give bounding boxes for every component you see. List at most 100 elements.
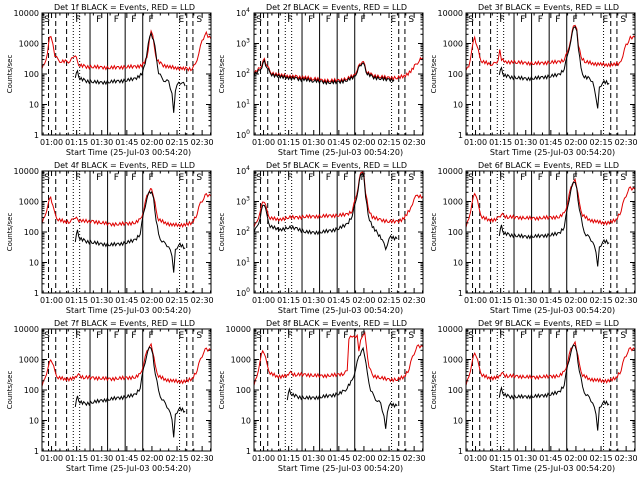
- series-events: [74, 31, 186, 113]
- x-tick-label: 02:00: [140, 138, 163, 147]
- y-tick-label: 100: [236, 386, 251, 395]
- plot-frame: [41, 328, 212, 452]
- segment-marker: S: [468, 173, 474, 183]
- x-tick-label: 01:00: [40, 296, 63, 305]
- y-axis-label: Counts/sec: [6, 55, 14, 94]
- segment-marker: F: [520, 331, 525, 341]
- y-tick-label: 1: [34, 447, 39, 456]
- segment-marker: F: [499, 15, 504, 25]
- x-tick-label: 02:00: [352, 138, 375, 147]
- y-tick-label: 100: [236, 129, 250, 140]
- x-tick-label: 02:30: [403, 296, 426, 305]
- x-tick-label: 01:15: [489, 138, 512, 147]
- x-tick-label: 02:30: [191, 296, 214, 305]
- x-tick-label: 01:00: [464, 454, 487, 463]
- x-tick-label: 01:30: [302, 454, 325, 463]
- series-lld: [466, 340, 635, 386]
- segment-marker: E: [391, 15, 397, 25]
- x-tick-label: 02:15: [166, 296, 189, 305]
- segment-marker: S: [196, 173, 202, 183]
- x-tick-label: 01:45: [539, 296, 562, 305]
- segment-marker: F: [326, 15, 331, 25]
- segment-marker: F: [573, 173, 578, 183]
- segment-marker: F: [555, 173, 560, 183]
- x-tick-label: 01:15: [65, 454, 88, 463]
- segment-marker: F: [308, 331, 313, 341]
- segment-marker: F: [114, 331, 119, 341]
- x-tick-label: 01:00: [252, 296, 275, 305]
- x-tick-label: 02:00: [140, 454, 163, 463]
- series-events: [498, 25, 610, 109]
- segment-marker: F: [538, 15, 543, 25]
- x-tick-label: 01:00: [40, 454, 63, 463]
- segment-marker: F: [343, 15, 348, 25]
- x-tick-label: 02:30: [403, 454, 426, 463]
- x-tick-label: 01:15: [277, 454, 300, 463]
- segment-marker: S: [256, 173, 262, 183]
- x-tick-label: 02:30: [191, 138, 214, 147]
- y-tick-label: 10: [453, 417, 463, 426]
- y-tick-label: 102: [236, 226, 250, 237]
- x-tick-label: 02:00: [140, 296, 163, 305]
- x-tick-label: 01:00: [40, 138, 63, 147]
- y-tick-label: 10: [453, 101, 463, 110]
- x-tick-label: 01:45: [115, 138, 138, 147]
- y-tick-label: 10: [453, 259, 463, 268]
- x-tick-label: 01:00: [464, 138, 487, 147]
- y-axis-label: Counts/sec: [218, 55, 226, 94]
- x-tick-label: 02:30: [191, 454, 214, 463]
- x-axis-label: Start Time (25-Jul-03 00:54:20): [66, 148, 191, 157]
- x-tick-label: 01:45: [115, 296, 138, 305]
- plot-frame: [41, 12, 212, 136]
- segment-marker: S: [408, 331, 414, 341]
- y-tick-label: 1000: [19, 198, 39, 207]
- segment-marker: F: [131, 15, 136, 25]
- segment-marker: F: [75, 15, 80, 25]
- segment-marker: F: [520, 173, 525, 183]
- y-tick-label: 102: [236, 68, 250, 79]
- x-tick-label: 01:30: [90, 454, 113, 463]
- x-axis-label: Start Time (25-Jul-03 00:54:20): [490, 464, 615, 473]
- panel-title: Det 1f BLACK = Events, RED = LLD: [54, 3, 195, 12]
- segment-marker: F: [361, 173, 366, 183]
- segment-marker: S: [408, 15, 414, 25]
- segment-marker: S: [468, 331, 474, 341]
- series-lld: [42, 29, 211, 72]
- x-tick-label: 01:15: [277, 138, 300, 147]
- segment-marker: F: [75, 331, 80, 341]
- x-tick-label: 02:15: [590, 138, 613, 147]
- y-tick-label: 10: [29, 101, 39, 110]
- segment-marker: F: [75, 173, 80, 183]
- y-tick-label: 101: [236, 99, 250, 110]
- y-axis-label: Counts/sec: [430, 55, 438, 94]
- x-tick-label: 01:45: [115, 454, 138, 463]
- y-tick-label: 100: [236, 287, 250, 298]
- x-tick-label: 02:00: [352, 296, 375, 305]
- x-axis-label: Start Time (25-Jul-03 00:54:20): [278, 148, 403, 157]
- segment-marker: S: [196, 331, 202, 341]
- y-tick-label: 10000: [438, 9, 463, 18]
- series-lld: [254, 171, 423, 228]
- x-tick-label: 01:00: [252, 454, 275, 463]
- series-events: [254, 59, 395, 86]
- segment-marker: F: [555, 331, 560, 341]
- segment-marker: F: [96, 15, 101, 25]
- segment-marker: F: [499, 331, 504, 341]
- x-tick-label: 02:00: [564, 138, 587, 147]
- y-tick-label: 10000: [438, 167, 463, 176]
- segment-marker: S: [256, 15, 262, 25]
- segment-marker: S: [620, 15, 626, 25]
- y-tick-label: 100: [448, 386, 463, 395]
- segment-marker: F: [114, 173, 119, 183]
- segment-marker: S: [196, 15, 202, 25]
- y-tick-label: 1000: [231, 356, 251, 365]
- y-tick-label: 10000: [226, 325, 251, 334]
- segment-marker: F: [538, 173, 543, 183]
- y-axis-label: Counts/sec: [218, 213, 226, 252]
